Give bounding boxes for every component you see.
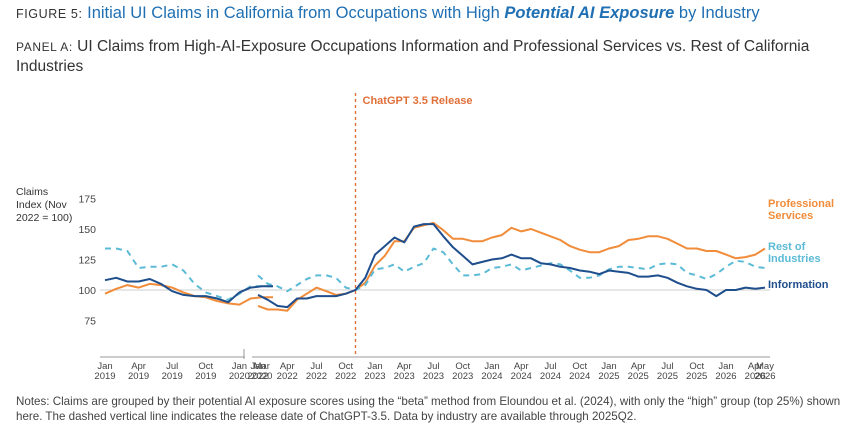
x-tick-month-right: Oct <box>572 361 587 372</box>
x-tick-year-right: 2024 <box>540 371 561 382</box>
x-tick-month-right: Jul <box>544 361 556 372</box>
x-tick-year-right: 2025 <box>598 371 619 382</box>
x-tick-month-right: Jan <box>718 361 733 372</box>
y-tick-label: 150 <box>78 224 96 236</box>
x-tick-month-right: Jan <box>367 361 382 372</box>
x-tick-year-left: 2020 <box>251 371 272 382</box>
series-line-professional-services <box>104 282 273 306</box>
x-tick-month-left: Oct <box>198 361 213 372</box>
x-tick-year-right: 2025 <box>657 371 678 382</box>
x-tick-month-right: Apr <box>397 361 412 372</box>
x-tick-year-right: 2023 <box>394 371 415 382</box>
x-tick-year-left: 2019 <box>128 371 149 382</box>
x-tick-month-right: Oct <box>455 361 470 372</box>
x-tick-month-right: Jul <box>661 361 673 372</box>
x-tick-month-right: Apr <box>514 361 529 372</box>
x-tick-year-right: 2026 <box>745 371 766 382</box>
figure-title: FIGURE 5: Initial UI Claims in Californi… <box>16 4 760 23</box>
figure-label: FIGURE 5: <box>16 7 83 21</box>
x-tick-year-right: 2025 <box>628 371 649 382</box>
x-tick-month-left: Jan <box>232 361 247 372</box>
x-tick-year-left: 2019 <box>162 371 183 382</box>
x-tick-month-left: Jul <box>166 361 178 372</box>
x-tick-month-right: Jan <box>484 361 499 372</box>
x-tick-year-right: 2024 <box>481 371 502 382</box>
panel-label: PANEL A: <box>16 40 73 54</box>
x-tick-month-right: Jul <box>427 361 439 372</box>
x-tick-month-right: Apr <box>280 361 295 372</box>
y-tick-label: 125 <box>78 255 96 267</box>
series-label: Professional Services <box>768 198 834 222</box>
x-tick-year-right: 2024 <box>569 371 590 382</box>
x-tick-year-left: 2019 <box>94 371 115 382</box>
series-line-professional-services <box>257 221 766 312</box>
series-label: Information <box>768 279 829 291</box>
x-tick-month-right: Jan <box>601 361 616 372</box>
x-tick-month-left: Mar <box>254 361 270 372</box>
x-tick-year-right: 2025 <box>686 371 707 382</box>
series-line-information <box>104 276 273 304</box>
y-tick-label: 175 <box>78 194 96 206</box>
panel-title-text: UI Claims from High-AI-Exposure Occupati… <box>16 38 810 75</box>
panel-title: PANEL A: UI Claims from High-AI-Exposure… <box>16 37 816 77</box>
x-tick-year-right: 2023 <box>364 371 385 382</box>
x-tick-year-right: 2023 <box>452 371 473 382</box>
x-tick-year-right: 2024 <box>511 371 532 382</box>
x-tick-month-right: May <box>756 361 774 372</box>
x-tick-year-left: 2019 <box>195 371 216 382</box>
y-tick-label: 75 <box>84 316 96 328</box>
release-marker-label: ChatGPT 3.5 Release <box>363 95 473 107</box>
x-tick-year-right: 2022 <box>247 371 268 382</box>
x-tick-month-right: Jul <box>310 361 322 372</box>
x-tick-year-right: 2022 <box>306 371 327 382</box>
x-tick-month-right: Oct <box>338 361 353 372</box>
x-tick-year-right: 2026 <box>754 371 775 382</box>
series-line-rest-of-industries <box>257 247 766 293</box>
x-tick-year-right: 2022 <box>277 371 298 382</box>
x-tick-month-right: Apr <box>748 361 763 372</box>
x-tick-month-right: Jan <box>250 361 265 372</box>
series-line-information <box>257 223 766 309</box>
x-tick-year-left: 2020 <box>229 371 250 382</box>
chart-notes: Notes: Claims are grouped by their poten… <box>16 395 841 423</box>
y-tick-label: 100 <box>78 285 96 297</box>
figure-title-emphasis: Potential AI Exposure <box>504 4 675 22</box>
x-tick-year-right: 2023 <box>423 371 444 382</box>
figure-title-post: by Industry <box>678 4 760 22</box>
x-tick-month-right: Oct <box>689 361 704 372</box>
x-tick-month-left: Jan <box>97 361 112 372</box>
figure-title-pre: Initial UI Claims in California from Occ… <box>87 4 500 22</box>
x-tick-month-right: Apr <box>631 361 646 372</box>
y-axis-label: Claims Index (Nov 2022 = 100) <box>16 186 73 224</box>
x-tick-year-right: 2026 <box>715 371 736 382</box>
x-tick-year-right: 2022 <box>335 371 356 382</box>
series-label: Rest of Industries <box>768 241 821 265</box>
series-line-rest-of-industries <box>105 247 273 301</box>
x-tick-month-left: Apr <box>131 361 146 372</box>
